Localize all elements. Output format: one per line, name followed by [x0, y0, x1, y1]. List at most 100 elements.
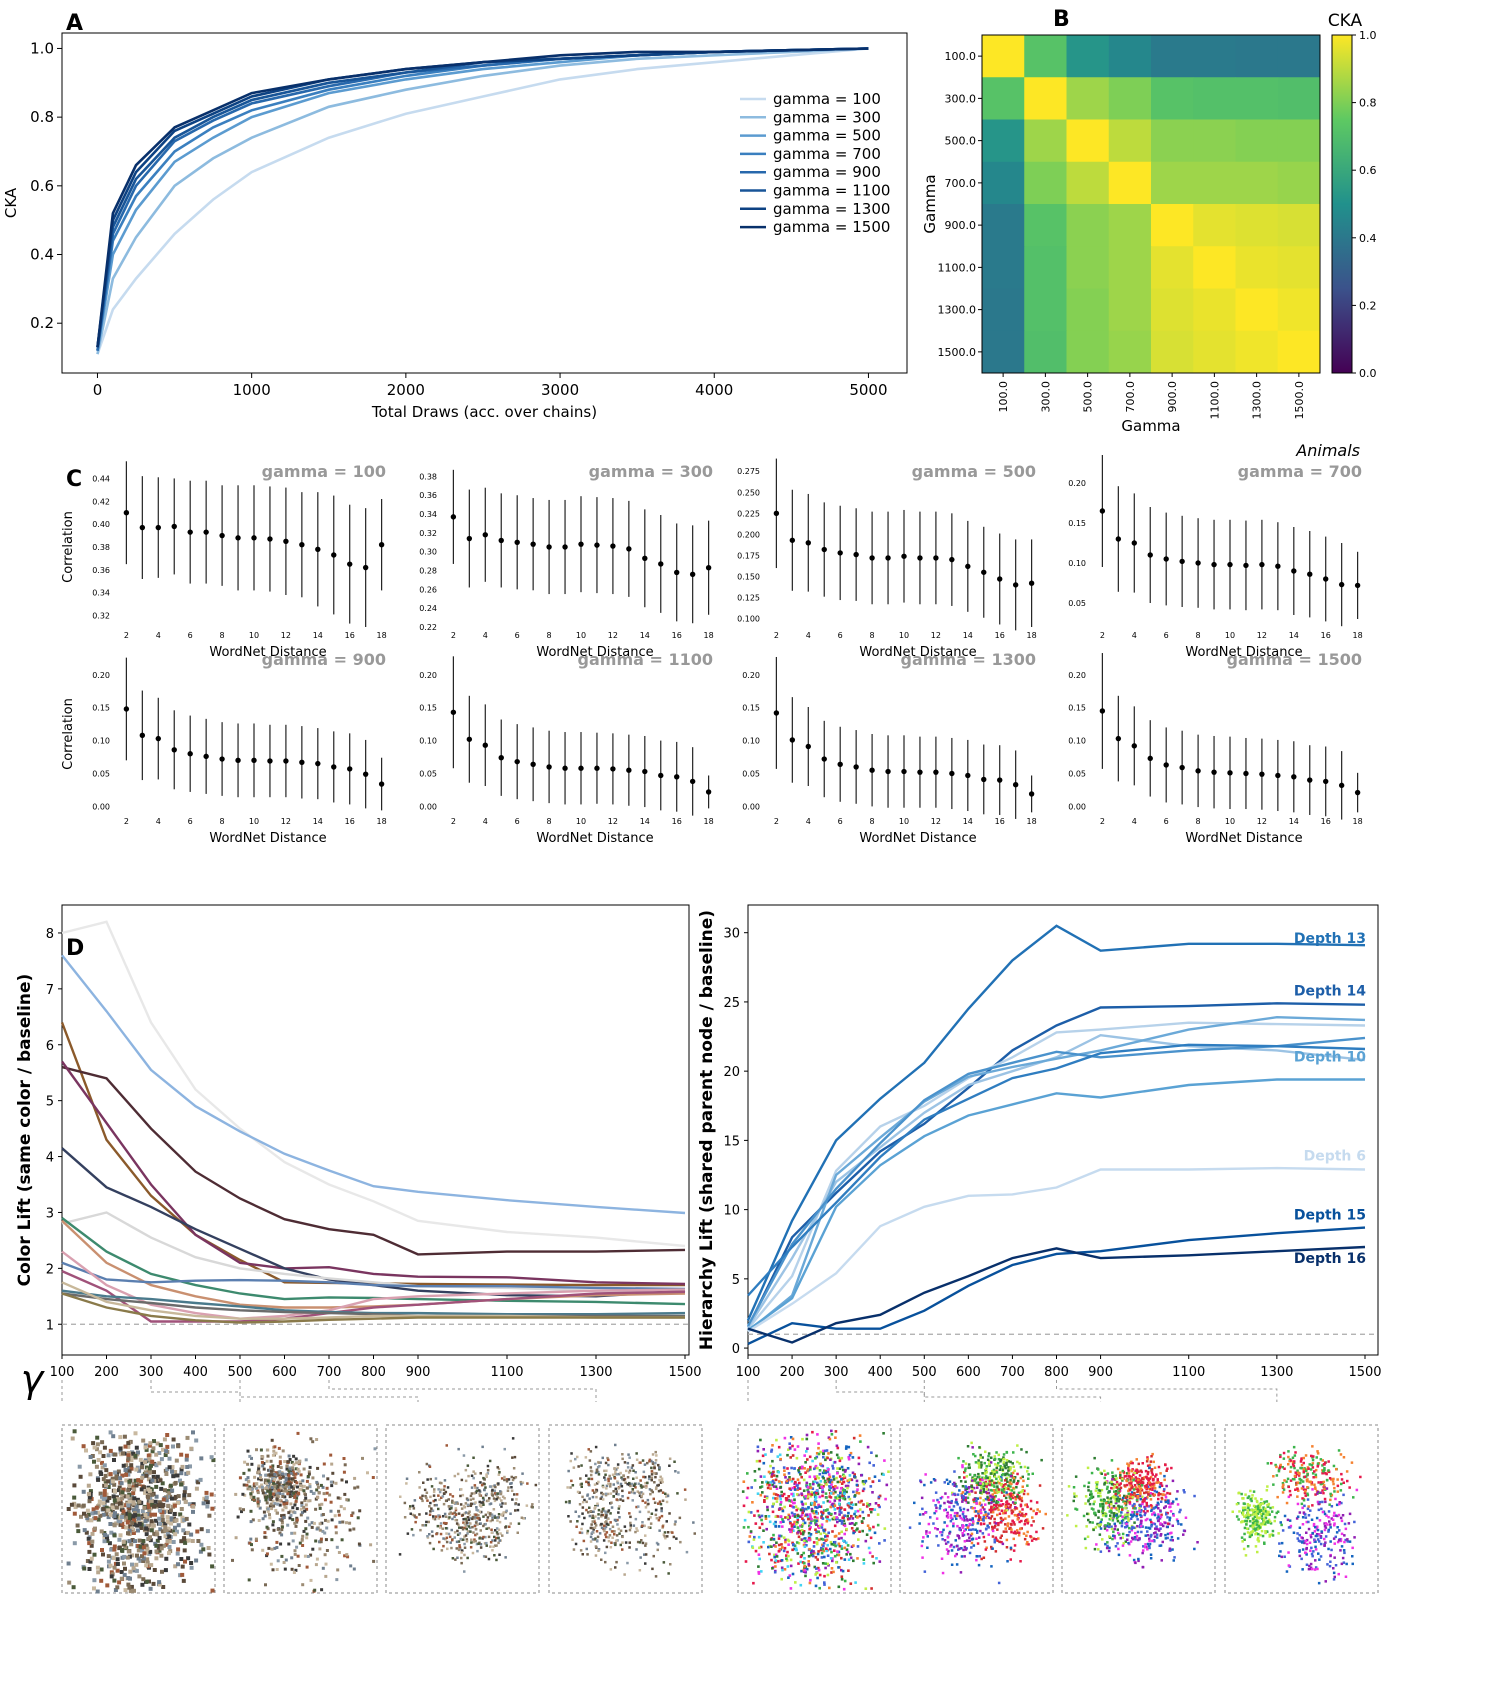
embedding-point: [615, 1468, 618, 1471]
embedding-point: [148, 1441, 153, 1446]
embedding-point: [479, 1543, 483, 1546]
embedding-point: [1009, 1474, 1013, 1478]
embedding-point: [597, 1470, 600, 1474]
embedding-point: [482, 1535, 485, 1539]
embedding-point: [564, 1500, 568, 1504]
embedding-point: [962, 1515, 966, 1518]
embedding-point: [157, 1461, 162, 1466]
embedding-point: [996, 1539, 999, 1542]
embedding-point: [329, 1509, 333, 1513]
embedding-point: [626, 1561, 629, 1565]
embedding-point: [285, 1501, 289, 1505]
hierarchy-depth-15: [747, 1226, 1366, 1345]
mean-point: [530, 761, 536, 767]
embedding-point: [356, 1485, 360, 1489]
embedding-point: [836, 1480, 840, 1484]
embedding-point: [175, 1473, 180, 1478]
embedding-point: [96, 1458, 101, 1462]
embedding-point: [479, 1529, 482, 1532]
embedding-point: [569, 1459, 572, 1463]
embedding-point: [619, 1529, 623, 1532]
embedding-point: [132, 1522, 137, 1527]
embedding-point: [990, 1501, 993, 1505]
embedding-point: [963, 1545, 967, 1549]
embedding-point: [157, 1536, 162, 1540]
embedding-point: [671, 1531, 674, 1534]
embedding-point: [399, 1495, 402, 1498]
embedding-point: [862, 1517, 865, 1520]
embedding-point: [329, 1500, 333, 1504]
embedding-point: [958, 1528, 961, 1531]
mean-point: [674, 774, 680, 780]
embedding-point: [184, 1538, 189, 1543]
mean-point: [155, 524, 161, 531]
embedding-point: [865, 1533, 869, 1536]
embedding-point: [205, 1504, 210, 1509]
embedding-point: [425, 1520, 428, 1524]
embedding-point: [847, 1558, 851, 1561]
embedding-point: [1021, 1475, 1024, 1479]
mean-point: [853, 551, 859, 558]
embedding-point: [467, 1512, 470, 1515]
embedding-point: [647, 1502, 650, 1506]
embedding-point: [990, 1507, 993, 1510]
embedding-point: [650, 1466, 653, 1470]
embedding-point: [141, 1577, 146, 1582]
embedding-point: [939, 1497, 943, 1500]
mean-point: [1211, 769, 1217, 775]
embedding-point: [444, 1499, 448, 1503]
plot-frame: [61, 32, 908, 374]
embedding-point: [955, 1563, 959, 1566]
embedding-point: [317, 1491, 321, 1495]
embedding-point: [1002, 1512, 1005, 1515]
embedding-point: [856, 1557, 859, 1560]
mean-point: [1163, 762, 1169, 768]
embedding-point: [521, 1481, 525, 1484]
embedding-point: [683, 1488, 687, 1491]
embedding-point: [262, 1467, 266, 1471]
embedding-point: [141, 1539, 146, 1543]
embedding-point: [494, 1516, 497, 1519]
mean-point: [885, 555, 891, 561]
embedding-point: [1018, 1520, 1021, 1524]
embedding-point: [292, 1462, 296, 1466]
connector-right-3: [923, 1380, 1102, 1402]
embedding-point: [113, 1588, 118, 1592]
embedding-point: [816, 1433, 819, 1436]
embedding-point: [348, 1521, 352, 1525]
embedding-point: [265, 1459, 269, 1463]
embedding-point: [814, 1464, 818, 1468]
embedding-point: [771, 1444, 774, 1447]
x-tick-label: 12: [931, 817, 941, 826]
embedding-point: [1019, 1476, 1023, 1480]
embedding-point: [660, 1479, 664, 1482]
embedding-point: [249, 1495, 253, 1499]
embedding-point: [126, 1444, 131, 1449]
embedding-point: [952, 1522, 955, 1525]
embedding-point: [137, 1521, 142, 1526]
series-label-depth-16: Depth 16: [1294, 1251, 1366, 1267]
embedding-point: [259, 1474, 263, 1477]
embedding-point: [167, 1491, 172, 1496]
embedding-point: [346, 1555, 350, 1559]
embedding-point: [614, 1543, 617, 1547]
embedding-point: [851, 1503, 855, 1506]
embedding-point: [133, 1431, 138, 1436]
embedding-point: [567, 1515, 570, 1518]
embedding-point: [439, 1526, 442, 1529]
embedding-point: [293, 1476, 297, 1480]
embedding-point: [498, 1553, 501, 1556]
embedding-point: [855, 1528, 858, 1532]
embedding-point: [614, 1472, 617, 1476]
embedding-point: [782, 1466, 786, 1469]
embedding-point: [971, 1517, 974, 1520]
embedding-point: [95, 1510, 100, 1515]
embedding-point: [304, 1519, 308, 1523]
embedding-point: [824, 1562, 827, 1565]
embedding-point: [1003, 1486, 1007, 1489]
embedding-point: [123, 1566, 127, 1571]
embedding-point: [337, 1513, 341, 1517]
embedding-point: [343, 1492, 347, 1496]
embedding-point: [444, 1490, 448, 1494]
embedding-point: [1005, 1546, 1009, 1549]
